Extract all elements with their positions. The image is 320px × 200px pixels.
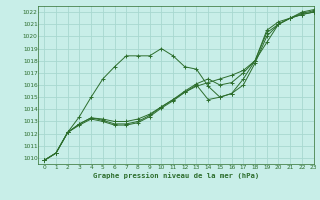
X-axis label: Graphe pression niveau de la mer (hPa): Graphe pression niveau de la mer (hPa) xyxy=(93,172,259,179)
